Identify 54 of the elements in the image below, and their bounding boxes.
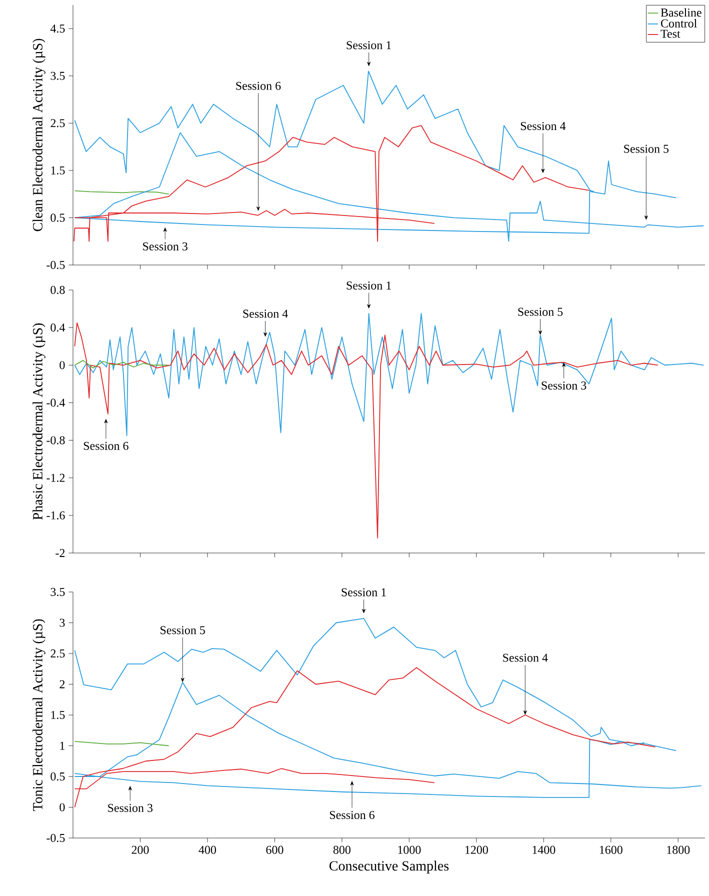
y-tick-label: 0 bbox=[60, 803, 65, 812]
y-axis-title: Phasic Electrodermal Activity (µS) bbox=[32, 323, 46, 520]
y-tick-label: 2.5 bbox=[50, 649, 65, 658]
annotation: Session 1 bbox=[346, 282, 391, 290]
y-axis-title: Clean Electrodermal Activity (µS) bbox=[32, 38, 46, 232]
x-tick-label: 1400 bbox=[532, 846, 556, 854]
annotation: Session 4 bbox=[503, 654, 548, 662]
y-tick-label: 0.4 bbox=[50, 323, 66, 332]
x-tick-label: 400 bbox=[198, 846, 216, 854]
annotation: Session 6 bbox=[84, 442, 128, 450]
annotation: Session 5 bbox=[518, 308, 563, 316]
annotation: Session 1 bbox=[342, 588, 386, 596]
y-tick-label: 1 bbox=[60, 742, 64, 750]
y-tick-label: 2.5 bbox=[50, 119, 65, 128]
y-tick-label: 3 bbox=[60, 618, 65, 627]
x-tick-label: 1800 bbox=[667, 846, 690, 854]
y-tick-label: -1.6 bbox=[46, 511, 65, 520]
x-axis-title: Consecutive Samples bbox=[330, 860, 449, 874]
annotation: Session 5 bbox=[624, 144, 669, 153]
annotation: Session 5 bbox=[160, 626, 205, 634]
x-tick-label: 1200 bbox=[465, 846, 488, 854]
x-tick-label: 1600 bbox=[600, 846, 622, 854]
x-tick-label: 800 bbox=[333, 846, 350, 854]
y-tick-label: 0 bbox=[60, 361, 65, 370]
y-tick-label: -0.8 bbox=[46, 436, 65, 444]
y-tick-label: -0.4 bbox=[46, 398, 66, 407]
y-tick-label: 2 bbox=[60, 680, 65, 688]
legend-label: Control bbox=[660, 19, 697, 28]
annotation: Session 4 bbox=[243, 310, 288, 318]
y-tick-label: 1.5 bbox=[51, 710, 65, 720]
y-tick-label: 0.5 bbox=[50, 772, 65, 781]
x-tick-label: 200 bbox=[132, 846, 149, 854]
y-tick-label: -1.2 bbox=[46, 474, 65, 482]
y-tick-label: 3.5 bbox=[50, 72, 65, 80]
annotation: Session 4 bbox=[520, 122, 566, 130]
y-tick-label: 0.8 bbox=[50, 286, 65, 294]
annotation: Session 1 bbox=[346, 41, 391, 50]
y-tick-label: -2 bbox=[56, 549, 65, 557]
x-tick-label: 1000 bbox=[398, 846, 421, 854]
y-tick-label: 0.5 bbox=[50, 214, 65, 222]
annotation: Session 6 bbox=[236, 82, 281, 90]
annotation: Session 3 bbox=[108, 804, 153, 812]
y-tick-label: 4.5 bbox=[50, 24, 65, 33]
annotation: Session 3 bbox=[143, 242, 188, 250]
y-tick-label: 1.5 bbox=[51, 166, 65, 174]
annotation: Session 6 bbox=[330, 811, 374, 820]
annotation: Session 3 bbox=[542, 382, 586, 390]
y-axis-title: Tonic Electrodermal Activity (µS) bbox=[32, 619, 46, 812]
y-tick-label: -0.5 bbox=[46, 834, 65, 842]
y-tick-label: 3.5 bbox=[50, 588, 65, 596]
legend-label: Test bbox=[660, 30, 680, 38]
legend-label: Baseline bbox=[660, 8, 702, 17]
y-tick-label: -0.5 bbox=[46, 260, 65, 270]
x-tick-label: 600 bbox=[266, 846, 284, 854]
